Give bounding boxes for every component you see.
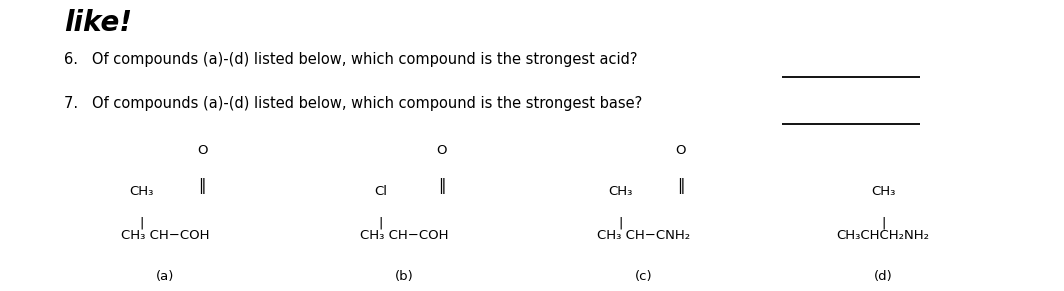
- Text: |: |: [379, 216, 383, 229]
- Text: ‖: ‖: [438, 178, 445, 194]
- Text: CH₃ CH−COH: CH₃ CH−COH: [360, 229, 449, 242]
- Text: CH₃: CH₃: [609, 185, 632, 198]
- Text: ‖: ‖: [678, 178, 684, 194]
- Text: O: O: [676, 144, 686, 157]
- Text: CH₃ CH−CNH₂: CH₃ CH−CNH₂: [597, 229, 691, 242]
- Text: 6.   Of compounds (a)-(d) listed below, which compound is the strongest acid?: 6. Of compounds (a)-(d) listed below, wh…: [64, 52, 637, 68]
- Text: |: |: [881, 216, 885, 229]
- Text: ‖: ‖: [199, 178, 205, 194]
- Text: |: |: [139, 216, 144, 229]
- Text: (d): (d): [874, 270, 893, 283]
- Text: CH₃CHCH₂NH₂: CH₃CHCH₂NH₂: [836, 229, 930, 242]
- Text: O: O: [436, 144, 447, 157]
- Text: CH₃: CH₃: [871, 185, 895, 198]
- Text: (c): (c): [635, 270, 652, 283]
- Text: CH₃ CH−COH: CH₃ CH−COH: [120, 229, 210, 242]
- Text: (b): (b): [395, 270, 414, 283]
- Text: (a): (a): [155, 270, 174, 283]
- Text: Cl: Cl: [375, 185, 387, 198]
- Text: |: |: [618, 216, 622, 229]
- Text: 7.   Of compounds (a)-(d) listed below, which compound is the strongest base?: 7. Of compounds (a)-(d) listed below, wh…: [64, 96, 642, 111]
- Text: like!: like!: [64, 9, 132, 37]
- Text: CH₃: CH₃: [130, 185, 153, 198]
- Text: O: O: [197, 144, 207, 157]
